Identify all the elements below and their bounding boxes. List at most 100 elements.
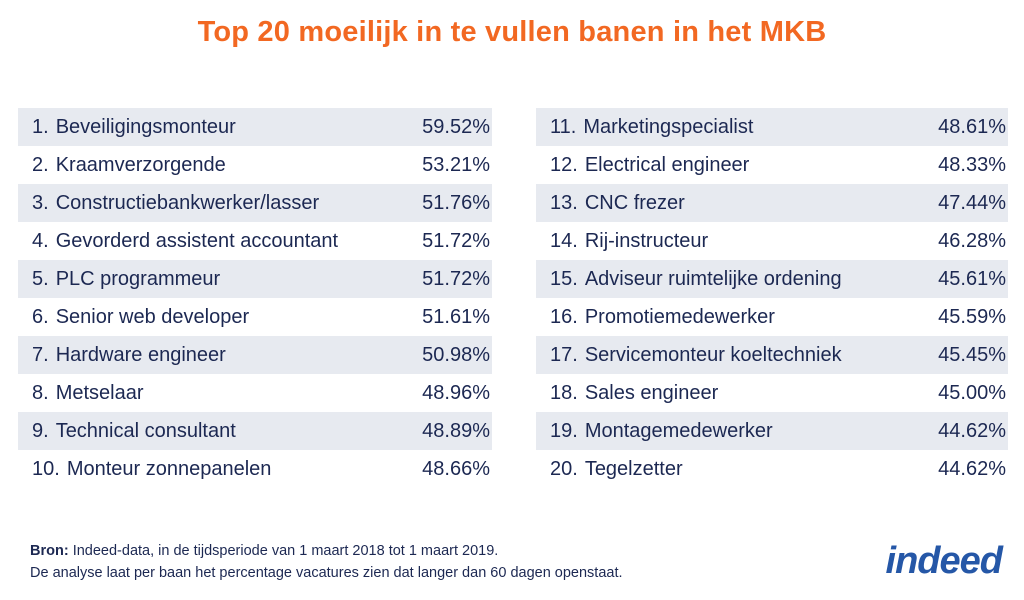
job-label: 6. Senior web developer bbox=[32, 306, 249, 329]
percentage-value: 51.61% bbox=[422, 305, 490, 328]
rank-number: 19. bbox=[550, 419, 578, 442]
job-name: Montagemedewerker bbox=[584, 419, 773, 442]
source-text: Indeed-data, in de tijdsperiode van 1 ma… bbox=[68, 543, 499, 559]
table-row: 12. Electrical engineer 48.33% bbox=[536, 146, 1008, 184]
rank-number: 11. bbox=[550, 115, 577, 138]
percentage-value: 51.72% bbox=[422, 267, 490, 290]
source-label: Bron: bbox=[30, 543, 69, 559]
job-label: 12. Electrical engineer bbox=[550, 154, 749, 177]
rank-number: 10. bbox=[32, 457, 60, 480]
rank-number: 7. bbox=[32, 343, 49, 366]
table-row: 14. Rij-instructeur 46.28% bbox=[536, 222, 1008, 260]
job-label: 20. Tegelzetter bbox=[550, 458, 683, 481]
percentage-value: 48.89% bbox=[422, 419, 490, 442]
job-label: 4. Gevorderd assistent accountant bbox=[32, 230, 338, 253]
table-row: 17. Servicemonteur koeltechniek 45.45% bbox=[536, 336, 1008, 374]
indeed-logo: indeed bbox=[885, 540, 1003, 582]
page-title: Top 20 moeilijk in te vullen banen in he… bbox=[197, 16, 827, 48]
job-label: 10. Monteur zonnepanelen bbox=[32, 458, 271, 481]
job-label: 14. Rij-instructeur bbox=[550, 230, 708, 253]
rank-number: 5. bbox=[32, 267, 49, 290]
job-name: CNC frezer bbox=[584, 191, 685, 214]
job-name: Gevorderd assistent accountant bbox=[55, 229, 339, 252]
percentage-value: 59.52% bbox=[422, 115, 490, 138]
job-label: 3. Constructiebankwerker/lasser bbox=[32, 192, 319, 215]
footer-note: Bron: Indeed-data, in de tijdsperiode va… bbox=[30, 540, 623, 584]
job-name: Servicemonteur koeltechniek bbox=[584, 343, 842, 366]
job-name: Adviseur ruimtelijke ordening bbox=[584, 267, 842, 290]
job-label: 17. Servicemonteur koeltechniek bbox=[550, 344, 842, 367]
percentage-value: 44.62% bbox=[938, 419, 1006, 442]
percentage-value: 48.96% bbox=[422, 381, 490, 404]
job-name: PLC programmeur bbox=[55, 267, 221, 290]
rank-number: 9. bbox=[32, 419, 49, 442]
job-label: 2. Kraamverzorgende bbox=[32, 154, 226, 177]
job-label: 11. Marketingspecialist bbox=[550, 116, 753, 139]
job-name: Promotiemedewerker bbox=[584, 305, 775, 328]
job-label: 7. Hardware engineer bbox=[32, 344, 226, 367]
job-name: Technical consultant bbox=[55, 419, 236, 442]
job-name: Sales engineer bbox=[584, 381, 719, 404]
percentage-value: 53.21% bbox=[422, 153, 490, 176]
job-label: 18. Sales engineer bbox=[550, 382, 718, 405]
rank-number: 1. bbox=[32, 115, 49, 138]
rank-number: 20. bbox=[550, 457, 578, 480]
rank-number: 4. bbox=[32, 229, 49, 252]
table-row: 5. PLC programmeur 51.72% bbox=[18, 260, 492, 298]
percentage-value: 45.61% bbox=[938, 267, 1006, 290]
rank-number: 14. bbox=[550, 229, 578, 252]
table-row: 3. Constructiebankwerker/lasser 51.76% bbox=[18, 184, 492, 222]
table-row: 4. Gevorderd assistent accountant 51.72% bbox=[18, 222, 492, 260]
job-name: Marketingspecialist bbox=[583, 115, 754, 138]
job-name: Metselaar bbox=[55, 381, 144, 404]
percentage-value: 45.00% bbox=[938, 381, 1006, 404]
rank-number: 12. bbox=[550, 153, 578, 176]
table-row: 10. Monteur zonnepanelen 48.66% bbox=[18, 450, 492, 488]
job-label: 8. Metselaar bbox=[32, 382, 144, 405]
rank-number: 8. bbox=[32, 381, 49, 404]
job-label: 19. Montagemedewerker bbox=[550, 420, 773, 443]
table-row: 18. Sales engineer 45.00% bbox=[536, 374, 1008, 412]
job-label: 1. Beveiligingsmonteur bbox=[32, 116, 236, 139]
percentage-value: 51.76% bbox=[422, 191, 490, 214]
source-line: Bron: Indeed-data, in de tijdsperiode va… bbox=[30, 540, 623, 562]
job-name: Beveiligingsmonteur bbox=[55, 115, 236, 138]
analysis-note: De analyse laat per baan het percentage … bbox=[30, 565, 623, 581]
rank-number: 17. bbox=[550, 343, 578, 366]
table-row: 7. Hardware engineer 50.98% bbox=[18, 336, 492, 374]
rank-number: 16. bbox=[550, 305, 578, 328]
percentage-value: 45.59% bbox=[938, 305, 1006, 328]
percentage-value: 50.98% bbox=[422, 343, 490, 366]
ranking-list-left: 1. Beveiligingsmonteur 59.52% 2. Kraamverzor… bbox=[18, 108, 492, 488]
percentage-value: 44.62% bbox=[938, 457, 1006, 480]
percentage-value: 46.28% bbox=[938, 229, 1006, 252]
table-row: 19. Montagemedewerker 44.62% bbox=[536, 412, 1008, 450]
job-label: 9. Technical consultant bbox=[32, 420, 236, 443]
percentage-value: 47.44% bbox=[938, 191, 1006, 214]
job-label: 5. PLC programmeur bbox=[32, 268, 220, 291]
job-label: 16. Promotiemedewerker bbox=[550, 306, 775, 329]
percentage-value: 48.66% bbox=[422, 457, 490, 480]
rank-number: 6. bbox=[32, 305, 49, 328]
table-row: 2. Kraamverzorgende 53.21% bbox=[18, 146, 492, 184]
job-name: Hardware engineer bbox=[55, 343, 226, 366]
job-label: 15. Adviseur ruimtelijke ordening bbox=[550, 268, 842, 291]
rank-number: 3. bbox=[32, 191, 49, 214]
job-name: Monteur zonnepanelen bbox=[66, 457, 272, 480]
job-name: Tegelzetter bbox=[584, 457, 683, 480]
percentage-value: 51.72% bbox=[422, 229, 490, 252]
percentage-value: 48.61% bbox=[938, 115, 1006, 138]
job-label: 13. CNC frezer bbox=[550, 192, 685, 215]
table-row: 8. Metselaar 48.96% bbox=[18, 374, 492, 412]
table-row: 9. Technical consultant 48.89% bbox=[18, 412, 492, 450]
table-row: 1. Beveiligingsmonteur 59.52% bbox=[18, 108, 492, 146]
job-name: Electrical engineer bbox=[584, 153, 750, 176]
job-name: Rij-instructeur bbox=[584, 229, 709, 252]
job-name: Senior web developer bbox=[55, 305, 250, 328]
rank-number: 15. bbox=[550, 267, 578, 290]
job-name: Kraamverzorgende bbox=[55, 153, 226, 176]
rank-number: 18. bbox=[550, 381, 578, 404]
ranking-list-right: 11. Marketingspecialist 48.61% 12. Electrica… bbox=[536, 108, 1008, 488]
table-row: 20. Tegelzetter 44.62% bbox=[536, 450, 1008, 488]
table-row: 16. Promotiemedewerker 45.59% bbox=[536, 298, 1008, 336]
